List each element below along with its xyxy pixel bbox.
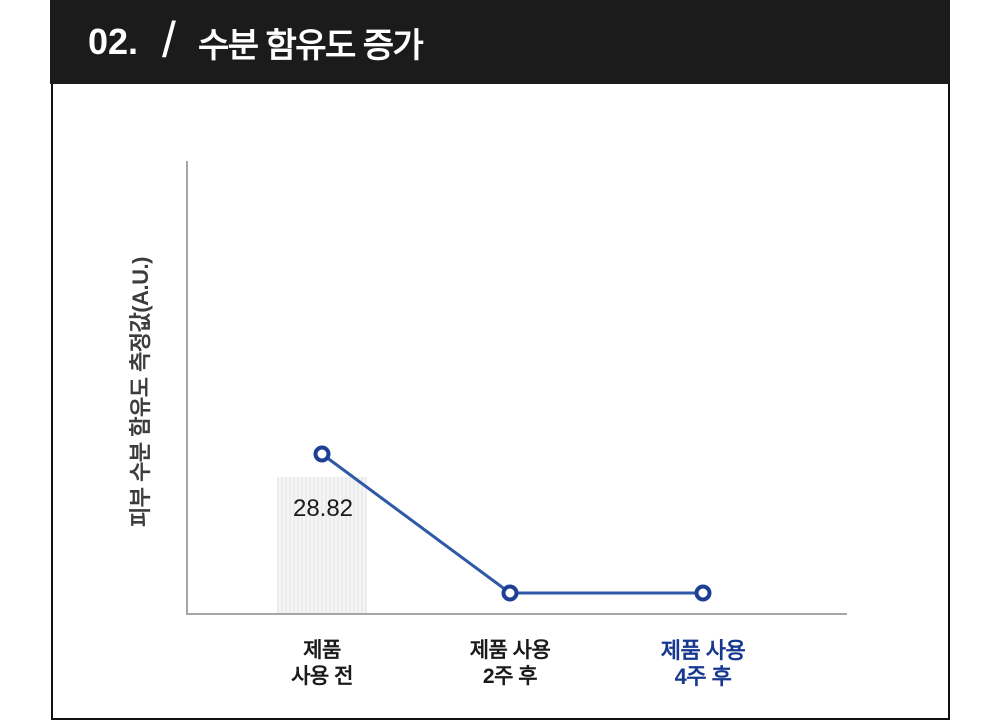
x-tick-label-2-weeks: 제품 사용 2주 후 (469, 639, 551, 688)
y-axis-line (186, 161, 188, 614)
slash-divider-icon: / (162, 12, 176, 68)
y-axis-label: 피부 수분 함유도 측정값(A.U.) (128, 257, 153, 527)
section-number: 02. (88, 21, 139, 62)
bar-value-label: 28.82 (292, 495, 354, 522)
x-tick-label-before-use: 제품 사용 전 (291, 639, 353, 688)
x-axis-line (186, 613, 847, 615)
x-tick-label-4-weeks: 제품 사용 4주 후 (660, 638, 746, 689)
section-title: 수분 함유도 증가 (197, 26, 424, 65)
section-header: 02. / 수분 함유도 증가 (50, 0, 950, 84)
